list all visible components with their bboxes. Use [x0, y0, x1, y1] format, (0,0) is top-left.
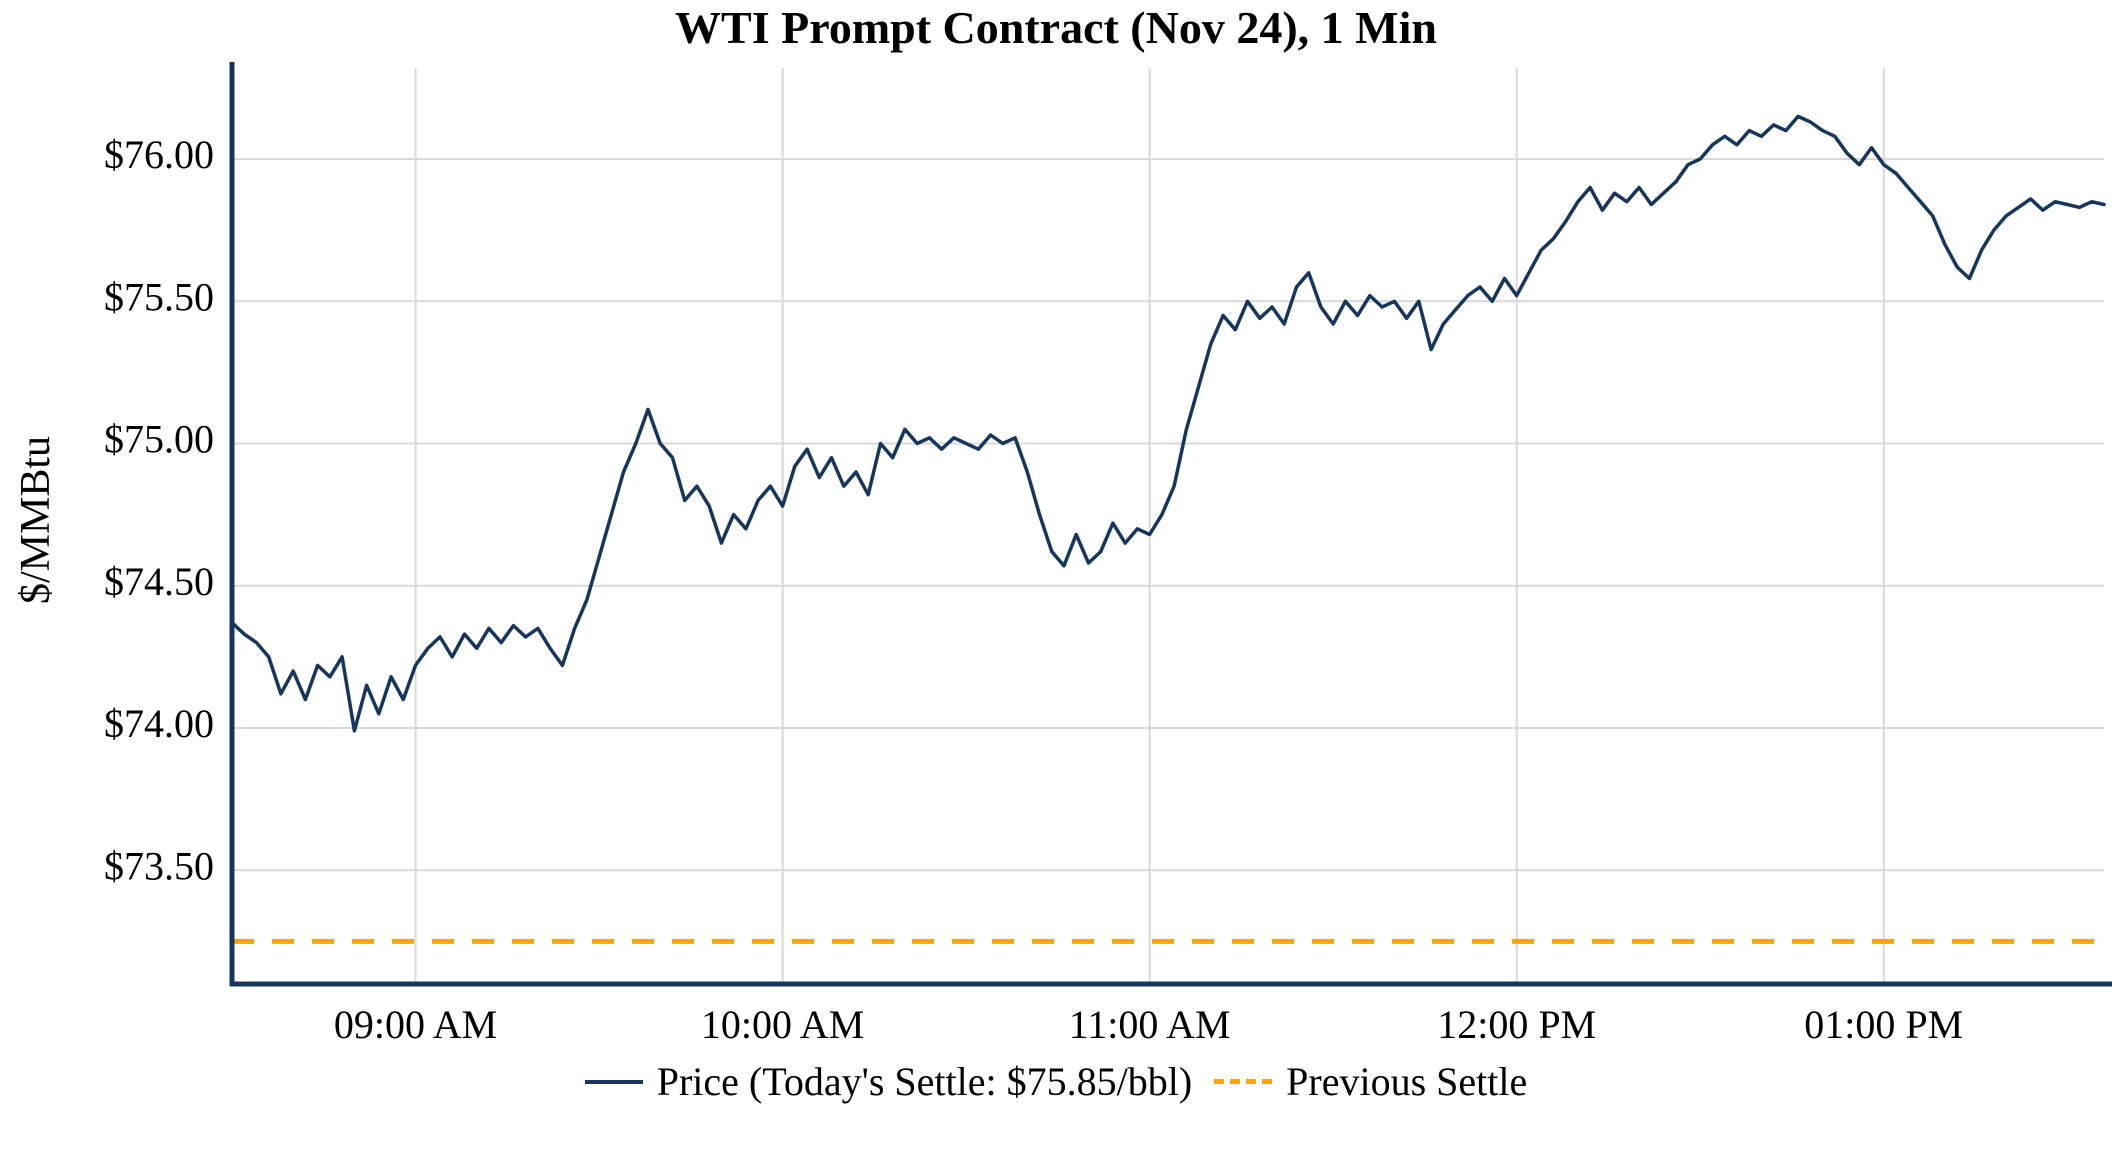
previous-settle-legend-label: Previous Settle	[1286, 1059, 1528, 1104]
y-tick-label: $74.50	[104, 559, 214, 604]
legend-item-price: Price (Today's Settle: $75.85/bbl)	[584, 1058, 1193, 1105]
price-legend-label: Price (Today's Settle: $75.85/bbl)	[656, 1059, 1193, 1104]
chart-title: WTI Prompt Contract (Nov 24), 1 Min	[675, 2, 1437, 53]
y-tick-label: $76.00	[104, 132, 214, 177]
x-tick-label: 10:00 AM	[701, 1002, 864, 1047]
x-tick-label: 09:00 AM	[334, 1002, 497, 1047]
x-tick-label: 11:00 AM	[1069, 1002, 1231, 1047]
price-line-swatch	[584, 1079, 643, 1084]
legend-item-previous-settle: Previous Settle	[1214, 1058, 1527, 1105]
y-axis-label: $/MMBtu	[13, 435, 59, 605]
y-tick-label: $73.50	[104, 843, 214, 888]
chart-legend: Price (Today's Settle: $75.85/bbl) Previ…	[0, 1058, 2112, 1105]
price-chart: $73.50 $74.00 $74.50 $75.00 $75.50 $76.00 09:0…	[104, 62, 2112, 1047]
x-tick-label: 01:00 PM	[1804, 1002, 1963, 1047]
y-tick-label: $75.00	[104, 417, 214, 462]
previous-settle-swatch	[1214, 1079, 1273, 1084]
price-line	[230, 114, 2106, 733]
y-tick-label: $75.50	[104, 274, 214, 319]
y-tick-label: $74.00	[104, 701, 214, 746]
x-tick-label: 12:00 PM	[1437, 1002, 1596, 1047]
